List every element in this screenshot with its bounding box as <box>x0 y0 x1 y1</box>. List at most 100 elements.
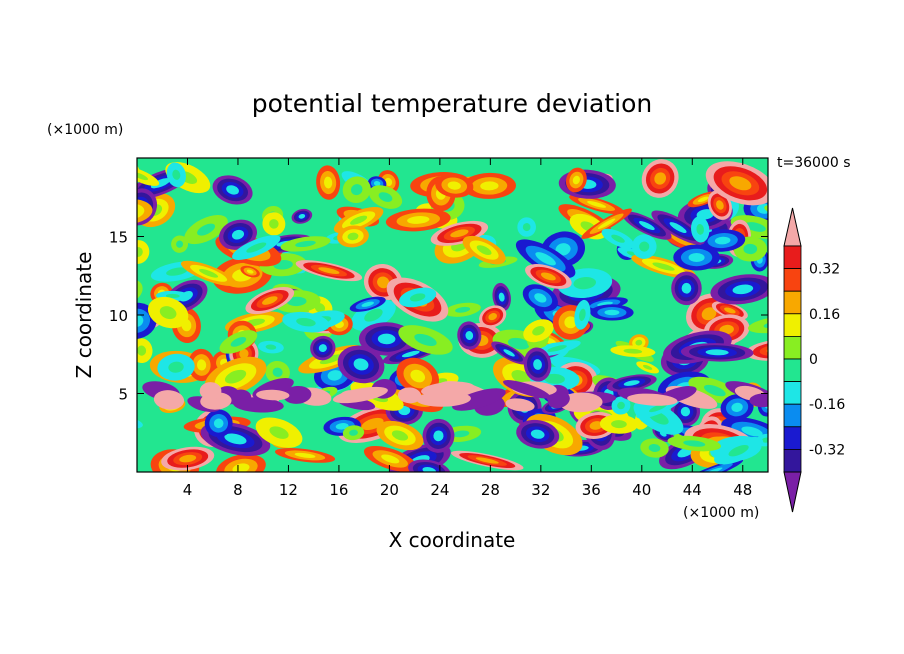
field-cell <box>232 235 281 260</box>
colorbar-label: -0.16 <box>809 397 845 413</box>
y-axis-label: Z coordinate <box>72 252 96 379</box>
field-cell <box>188 348 216 382</box>
field-cell <box>515 239 576 279</box>
field-cell <box>705 161 768 206</box>
field-cell <box>147 296 189 329</box>
field-cell <box>171 235 189 253</box>
colorbar-extend-top <box>783 207 802 247</box>
field-cell <box>396 357 440 395</box>
colorbar-band <box>783 426 802 450</box>
colorbar-label: 0.16 <box>809 307 840 323</box>
field-cell <box>505 398 535 412</box>
field-cell <box>627 393 678 406</box>
colorbar-band <box>783 335 802 360</box>
field-cell <box>651 210 705 245</box>
field-cell <box>516 419 560 449</box>
colorbar-band <box>783 313 802 337</box>
field-cell <box>749 393 768 408</box>
x-tick-label: 40 <box>632 481 651 499</box>
y-unit-label: (×1000 m) <box>47 122 123 138</box>
field-cell <box>161 446 215 471</box>
field-cell <box>523 319 554 343</box>
field-cell <box>337 225 369 248</box>
colorbar-label: -0.32 <box>809 442 845 458</box>
y-axis: 5 10 15 <box>109 229 768 404</box>
x-tick-label: 12 <box>279 481 298 499</box>
field-cell <box>610 345 656 358</box>
field-cell <box>385 208 451 232</box>
field-cell <box>680 343 754 362</box>
field-cell <box>673 244 720 271</box>
colorbar-label: 0 <box>809 352 818 368</box>
field-cell <box>233 397 284 413</box>
field-cell <box>212 175 253 205</box>
x-tick-label: 8 <box>233 481 243 499</box>
colorbar-band <box>783 268 802 292</box>
colorbar-band <box>783 448 802 473</box>
field-cell <box>631 254 696 279</box>
time-label: t=36000 s <box>777 155 851 171</box>
field-cell <box>748 316 768 334</box>
field-cell <box>522 284 558 312</box>
field-cell <box>462 235 506 265</box>
field-cell <box>711 301 748 320</box>
field-cell <box>166 162 186 188</box>
field-cell <box>245 286 295 315</box>
field-cell <box>517 217 536 237</box>
field-cell <box>368 185 403 209</box>
field-cell <box>184 215 228 245</box>
colorbar-label: 0.32 <box>809 262 840 278</box>
field-cell <box>256 389 290 401</box>
colorbar-extend-bottom <box>783 471 802 513</box>
field-cell <box>462 172 516 199</box>
field-cell <box>582 297 628 311</box>
x-unit-label: (×1000 m) <box>683 505 759 521</box>
field-cell <box>492 282 511 312</box>
colorbar-band <box>783 381 802 405</box>
field-cell <box>667 435 721 452</box>
field-cell <box>525 264 572 289</box>
field-cell <box>691 216 710 243</box>
chart-title: potential temperature deviation <box>252 89 652 118</box>
x-tick-label: 20 <box>380 481 399 499</box>
field-cell <box>398 325 453 355</box>
field-cell <box>180 260 237 286</box>
field-cell <box>199 382 222 400</box>
field-cell <box>291 208 313 224</box>
field-cell <box>275 447 336 463</box>
x-axis: 4 8 12 16 20 24 28 32 36 40 44 48 <box>183 158 752 499</box>
field-cell <box>204 409 233 438</box>
field-cell <box>282 311 330 333</box>
field-cell <box>435 173 474 198</box>
field-cell <box>337 345 385 384</box>
y-tick-label: 5 <box>118 386 128 404</box>
x-tick-label: 44 <box>683 481 702 499</box>
heatmap-field <box>137 159 768 472</box>
field-cell <box>641 159 679 198</box>
field-cell <box>491 341 527 365</box>
field-cell <box>565 167 587 193</box>
field-cell <box>332 386 388 404</box>
field-cell <box>280 236 331 252</box>
field-cell <box>137 338 153 364</box>
field-cell <box>574 299 591 330</box>
field-cell <box>295 260 363 282</box>
field-cell <box>457 321 482 350</box>
field-cell <box>569 194 625 215</box>
field-cell <box>137 198 153 225</box>
field-cell <box>622 211 672 240</box>
field-cell <box>219 330 258 354</box>
field-cell <box>137 166 160 186</box>
x-tick-label: 16 <box>329 481 348 499</box>
x-tick-label: 36 <box>582 481 601 499</box>
field-cell <box>255 417 303 448</box>
field-cell <box>444 302 481 317</box>
field-cell <box>408 459 451 472</box>
field-cell <box>363 445 417 472</box>
colorbar-band <box>783 358 802 383</box>
field-cell <box>479 305 507 328</box>
colorbar-band <box>783 245 802 270</box>
field-cell <box>523 347 552 382</box>
colorbar-band <box>783 290 802 315</box>
